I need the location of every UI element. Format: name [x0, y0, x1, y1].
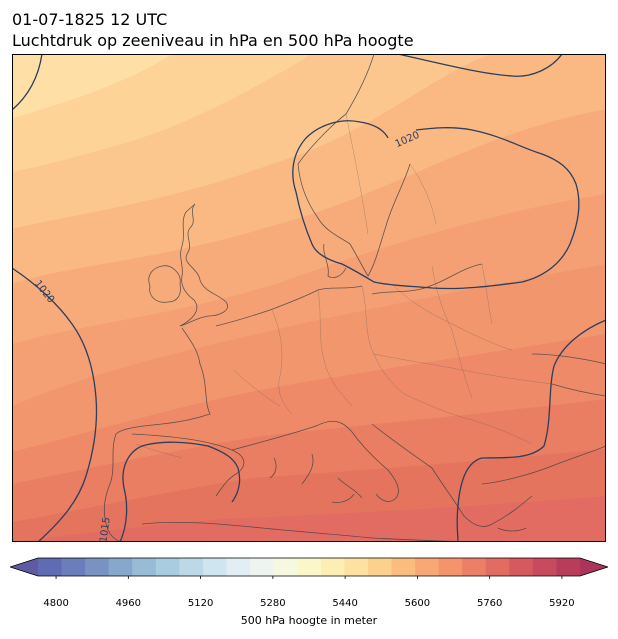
colorbar-cell	[108, 558, 133, 576]
colorbar-cell	[85, 558, 110, 576]
colorbar-extend-high	[580, 558, 608, 576]
colorbar-tick-label: 5920	[549, 598, 575, 609]
country-borders	[135, 113, 553, 459]
colorbar-cell	[438, 558, 463, 576]
colorbar-tick-label: 5600	[404, 598, 431, 609]
pressure-isobars	[12, 54, 606, 542]
colorbar-tick-label: 5760	[476, 598, 503, 609]
height-contour-fills	[12, 54, 606, 542]
colorbar-cell	[202, 558, 227, 576]
colorbar-cell	[155, 558, 180, 576]
colorbar-label: 500 hPa hoogte in meter	[240, 614, 378, 627]
colorbar-cell	[61, 558, 86, 576]
colorbar-cell	[532, 558, 557, 576]
colorbar-cell	[273, 558, 298, 576]
colorbar-cell	[250, 558, 275, 576]
colorbar-cell	[367, 558, 392, 576]
colorbar-cell	[462, 558, 487, 576]
map-panel: 1020 1020 1015	[12, 54, 606, 542]
colorbar-tick-label: 5120	[187, 598, 214, 609]
colorbar-tick-label: 4800	[43, 598, 69, 609]
colorbar-tick-label: 5280	[260, 598, 286, 609]
colorbar-cell	[132, 558, 157, 576]
colorbar-cell	[320, 558, 345, 576]
map-frame	[12, 54, 606, 542]
colorbar-cell	[509, 558, 534, 576]
colorbar-cell	[485, 558, 510, 576]
colorbar-cell	[556, 558, 581, 576]
colorbar-outline	[10, 557, 608, 577]
colorbar-cell	[226, 558, 251, 576]
isobar-label-1015: 1015	[98, 516, 112, 542]
colorbar-cell	[415, 558, 440, 576]
colorbar-cells	[10, 558, 608, 579]
colorbar-extend-low	[10, 558, 38, 576]
map-date: 01-07-1825 12 UTC	[12, 10, 168, 29]
colorbar-cell	[179, 558, 204, 576]
colorbar-cell	[344, 558, 369, 576]
map-title: Luchtdruk op zeeniveau in hPa en 500 hPa…	[12, 31, 414, 50]
colorbar-cell	[297, 558, 322, 576]
colorbar-cell	[391, 558, 416, 576]
colorbar-tick-label: 4960	[115, 598, 142, 609]
colorbar	[10, 557, 608, 579]
colorbar-tick-label: 5440	[332, 598, 358, 609]
coastlines	[104, 54, 606, 542]
colorbar-cell	[38, 558, 62, 576]
